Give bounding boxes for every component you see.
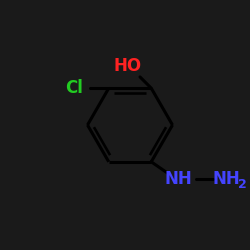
- Text: 2: 2: [238, 178, 246, 190]
- Text: NH: NH: [212, 170, 240, 188]
- Text: Cl: Cl: [65, 79, 83, 97]
- Text: HO: HO: [114, 57, 141, 75]
- Text: NH: NH: [164, 170, 192, 188]
